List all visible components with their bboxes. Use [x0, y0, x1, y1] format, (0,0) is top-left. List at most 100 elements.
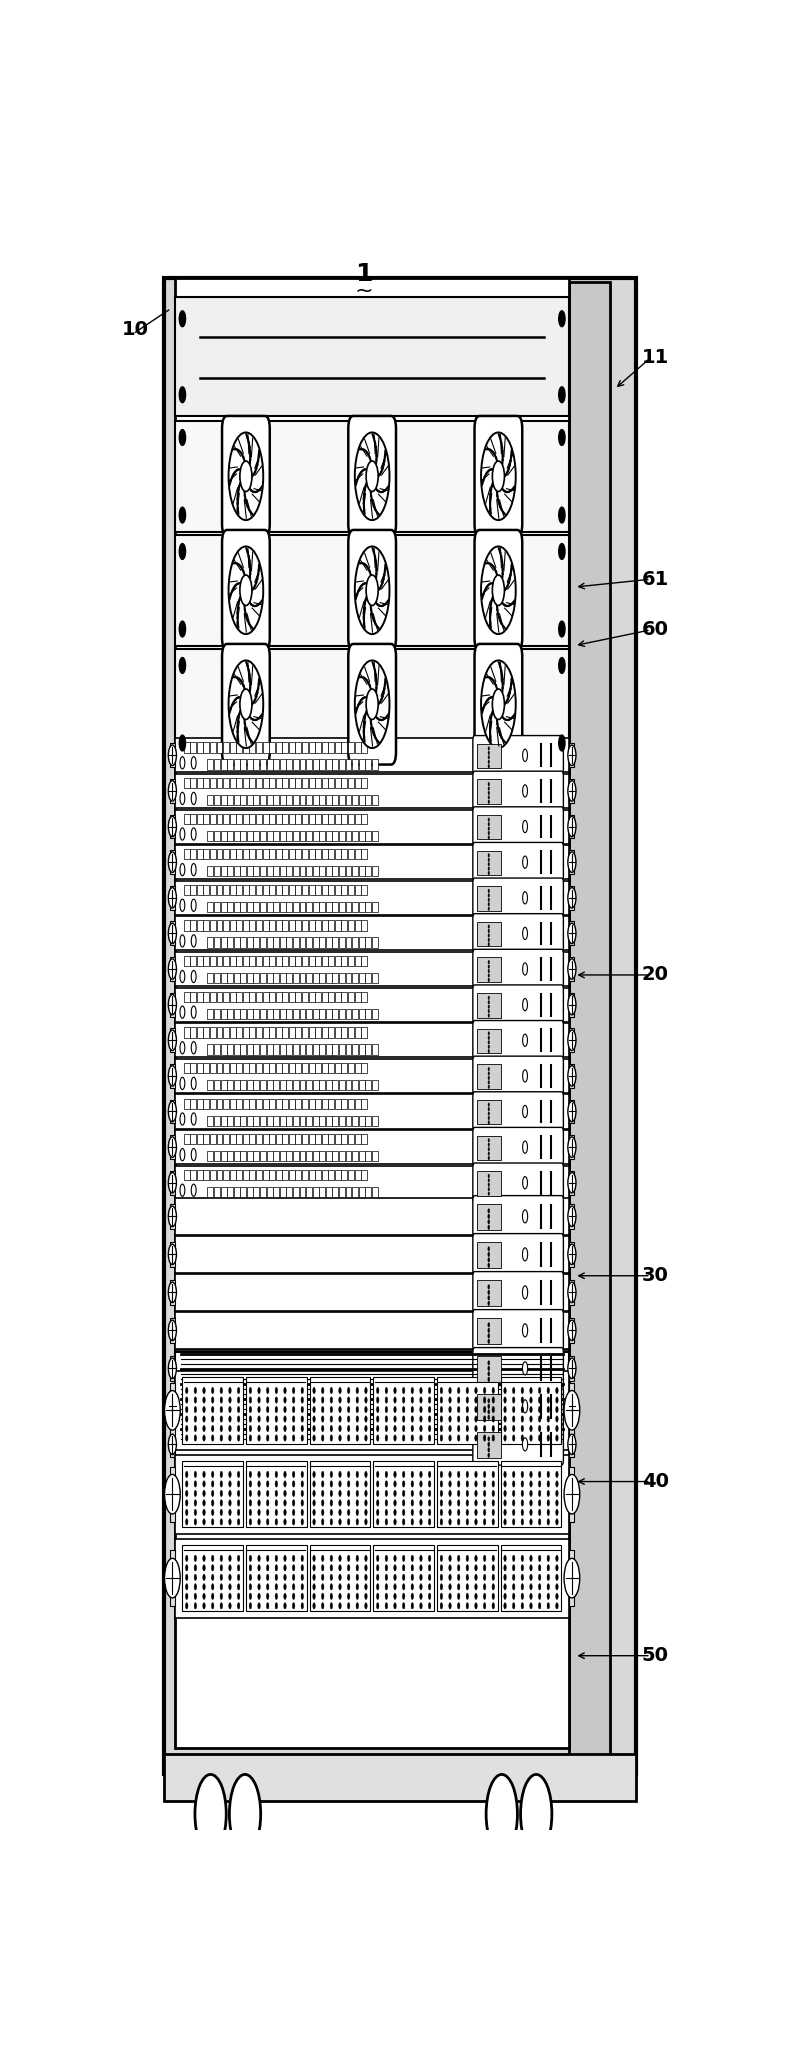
Circle shape: [339, 1509, 341, 1515]
Circle shape: [475, 1519, 478, 1526]
Circle shape: [385, 1499, 388, 1507]
Bar: [280, 1044, 286, 1055]
Bar: [247, 1009, 253, 1020]
Bar: [214, 938, 220, 948]
Circle shape: [339, 1499, 341, 1507]
Circle shape: [475, 1565, 478, 1571]
Bar: [263, 1170, 268, 1180]
Circle shape: [220, 1519, 222, 1526]
FancyBboxPatch shape: [473, 1347, 563, 1390]
Circle shape: [488, 907, 490, 911]
Circle shape: [322, 1499, 324, 1507]
Circle shape: [275, 1565, 278, 1571]
Circle shape: [385, 1604, 388, 1610]
Bar: [208, 1044, 213, 1055]
Circle shape: [440, 1575, 443, 1581]
Bar: [276, 1063, 282, 1073]
Bar: [319, 831, 325, 841]
Circle shape: [385, 1565, 388, 1571]
Bar: [365, 759, 371, 769]
Circle shape: [556, 1480, 558, 1486]
Circle shape: [419, 1435, 423, 1441]
Bar: [365, 1044, 371, 1055]
Circle shape: [292, 1575, 295, 1581]
Circle shape: [488, 960, 490, 964]
Circle shape: [249, 1435, 251, 1441]
Bar: [247, 938, 253, 948]
Bar: [477, 1281, 501, 1306]
Circle shape: [203, 1575, 205, 1581]
Circle shape: [258, 1472, 260, 1478]
Bar: [276, 1098, 282, 1108]
Circle shape: [267, 1425, 269, 1431]
Bar: [332, 1186, 339, 1197]
Circle shape: [428, 1417, 431, 1423]
Bar: [372, 972, 378, 983]
Circle shape: [521, 1491, 524, 1497]
Circle shape: [488, 1192, 490, 1195]
Circle shape: [523, 785, 528, 798]
Bar: [355, 956, 360, 966]
Bar: [190, 777, 196, 787]
Bar: [348, 1098, 354, 1108]
Circle shape: [249, 1480, 251, 1486]
Circle shape: [203, 1604, 205, 1610]
Bar: [282, 884, 288, 894]
Circle shape: [220, 1388, 222, 1394]
Circle shape: [488, 853, 490, 857]
Circle shape: [194, 1509, 196, 1515]
Circle shape: [238, 1480, 240, 1486]
Circle shape: [488, 868, 490, 870]
Bar: [365, 1009, 371, 1020]
Circle shape: [393, 1499, 396, 1507]
Bar: [170, 1135, 175, 1160]
Circle shape: [364, 1435, 367, 1441]
Circle shape: [523, 1285, 528, 1299]
Circle shape: [520, 1774, 552, 1855]
Circle shape: [492, 1575, 494, 1581]
Bar: [269, 1098, 275, 1108]
Circle shape: [457, 1480, 460, 1486]
Circle shape: [440, 1519, 443, 1526]
Circle shape: [267, 1554, 269, 1561]
Circle shape: [411, 1583, 414, 1589]
FancyBboxPatch shape: [473, 1057, 563, 1096]
Circle shape: [504, 1575, 507, 1581]
Bar: [313, 1151, 318, 1162]
Bar: [221, 866, 226, 876]
Bar: [183, 1378, 243, 1443]
Circle shape: [564, 1474, 579, 1513]
Circle shape: [488, 933, 490, 938]
Bar: [335, 1028, 341, 1038]
Bar: [319, 1116, 325, 1127]
Bar: [208, 972, 213, 983]
Bar: [227, 1079, 234, 1090]
Circle shape: [547, 1509, 549, 1515]
Circle shape: [180, 1149, 185, 1162]
Bar: [170, 779, 175, 802]
Circle shape: [364, 1491, 367, 1497]
Bar: [256, 777, 262, 787]
Bar: [280, 1079, 286, 1090]
Bar: [229, 1135, 236, 1145]
Circle shape: [512, 1519, 515, 1526]
Bar: [286, 759, 292, 769]
Circle shape: [475, 1417, 478, 1423]
Circle shape: [377, 1396, 379, 1402]
Bar: [204, 1135, 209, 1145]
Circle shape: [203, 1435, 205, 1441]
Circle shape: [301, 1491, 304, 1497]
Circle shape: [448, 1519, 452, 1526]
Bar: [280, 796, 286, 806]
Circle shape: [488, 964, 490, 968]
Circle shape: [301, 1565, 304, 1571]
Bar: [296, 1098, 301, 1108]
Circle shape: [419, 1406, 423, 1412]
Bar: [190, 884, 196, 894]
FancyBboxPatch shape: [473, 878, 563, 917]
Bar: [328, 956, 335, 966]
Circle shape: [194, 1593, 196, 1600]
Circle shape: [568, 781, 576, 802]
Bar: [339, 796, 345, 806]
Circle shape: [568, 1244, 576, 1264]
